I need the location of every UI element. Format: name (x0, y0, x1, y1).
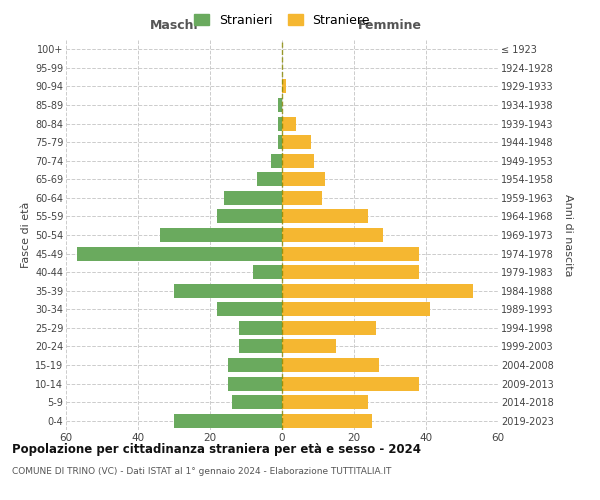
Text: Popolazione per cittadinanza straniera per età e sesso - 2024: Popolazione per cittadinanza straniera p… (12, 442, 421, 456)
Bar (174, 414, 282, 428)
Bar (239, 321, 282, 335)
Bar (282, 228, 383, 242)
Bar (228, 358, 282, 372)
Bar (282, 210, 368, 224)
Legend: Stranieri, Straniere: Stranieri, Straniere (189, 8, 375, 32)
Bar (160, 228, 282, 242)
Bar (282, 414, 372, 428)
Y-axis label: Fasce di età: Fasce di età (20, 202, 31, 268)
Bar (282, 80, 286, 94)
Bar (253, 265, 282, 279)
Bar (282, 265, 419, 279)
Bar (282, 135, 311, 149)
Bar (282, 376, 419, 390)
Bar (278, 116, 282, 130)
Bar (282, 191, 322, 205)
Bar (239, 340, 282, 353)
Bar (282, 395, 368, 409)
Text: COMUNE DI TRINO (VC) - Dati ISTAT al 1° gennaio 2024 - Elaborazione TUTTITALIA.I: COMUNE DI TRINO (VC) - Dati ISTAT al 1° … (12, 468, 391, 476)
Bar (282, 246, 419, 260)
Bar (217, 302, 282, 316)
Bar (282, 116, 296, 130)
Bar (217, 210, 282, 224)
Bar (257, 172, 282, 186)
Bar (278, 98, 282, 112)
Bar (282, 302, 430, 316)
Bar (174, 284, 282, 298)
Bar (228, 376, 282, 390)
Bar (282, 284, 473, 298)
Bar (282, 358, 379, 372)
Bar (282, 172, 325, 186)
Bar (278, 135, 282, 149)
Bar (232, 395, 282, 409)
Bar (282, 340, 336, 353)
Bar (77, 246, 282, 260)
Y-axis label: Anni di nascita: Anni di nascita (563, 194, 573, 276)
Text: Femmine: Femmine (358, 19, 422, 32)
Bar (282, 154, 314, 168)
Bar (271, 154, 282, 168)
Text: Maschi: Maschi (149, 19, 199, 32)
Bar (224, 191, 282, 205)
Bar (282, 321, 376, 335)
